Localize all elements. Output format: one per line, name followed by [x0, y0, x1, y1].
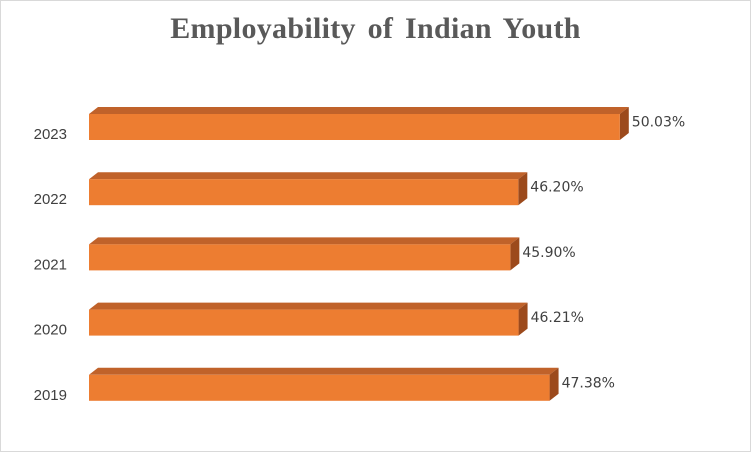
bar — [89, 114, 620, 140]
category-label: 2022 — [34, 191, 67, 208]
bar-top-face — [89, 367, 559, 375]
data-label: 50.03% — [632, 115, 685, 131]
bar — [89, 309, 519, 336]
category-label: 2019 — [34, 387, 67, 404]
bar — [89, 374, 550, 401]
bar — [89, 179, 519, 206]
data-label: 45.90% — [522, 245, 575, 261]
data-label: 46.20% — [530, 180, 583, 196]
bar-side-face — [518, 302, 528, 336]
bar-side-face — [518, 172, 528, 206]
bar-side-face — [549, 367, 559, 401]
bar — [89, 244, 511, 271]
category-label: 2020 — [34, 322, 67, 339]
bar-top-face — [89, 107, 629, 114]
chart-title: Employability of Indian Youth — [170, 12, 581, 45]
data-label: 47.38% — [562, 375, 615, 391]
bar-top-face — [89, 237, 520, 245]
bar-side-face — [510, 237, 520, 271]
bar-top-face — [89, 302, 528, 310]
data-label: 46.21% — [531, 310, 584, 326]
bar-side-face — [619, 107, 629, 140]
bar-top-face — [89, 172, 528, 180]
category-label: 2023 — [34, 126, 67, 143]
category-label: 2021 — [34, 256, 67, 273]
